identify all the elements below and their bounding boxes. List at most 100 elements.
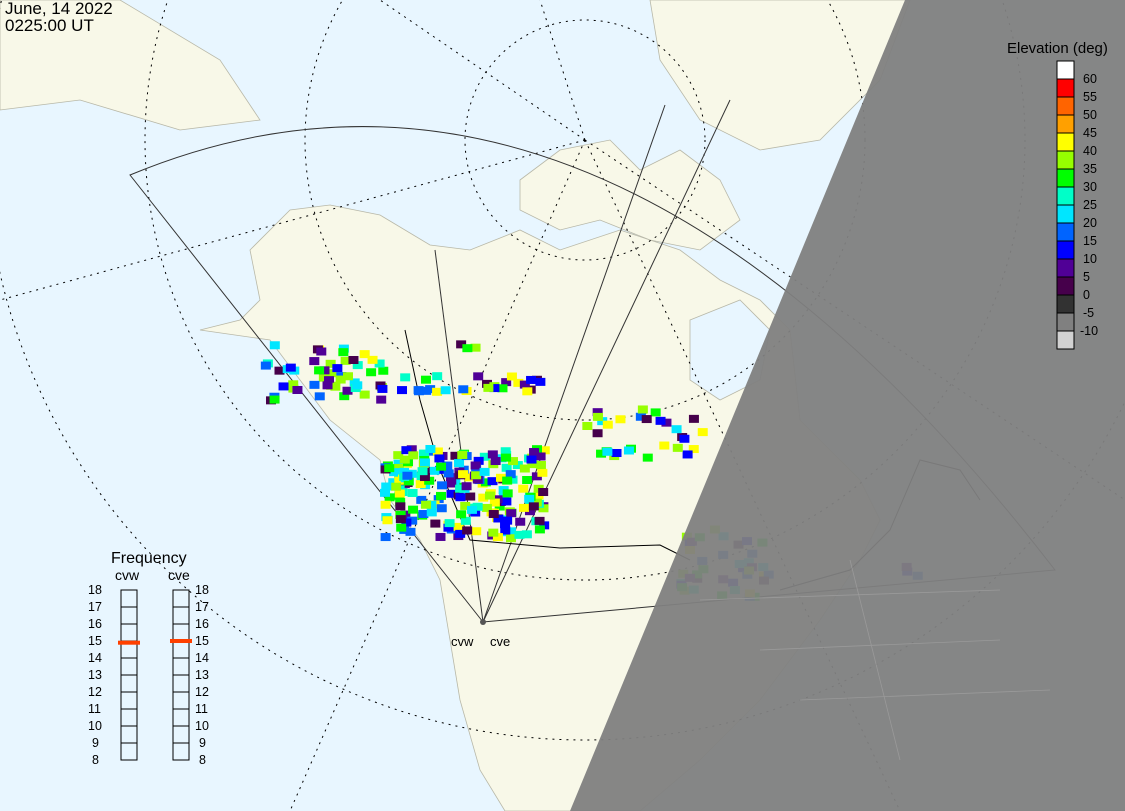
scatter-cell (432, 387, 443, 396)
colorbar-label: 10 (1083, 252, 1097, 266)
scatter-cell (489, 384, 500, 393)
scatter-cell (405, 527, 416, 536)
scatter-cell (488, 510, 499, 519)
scatter-cell (472, 502, 483, 511)
frequency-tick-left: 15 (88, 634, 102, 648)
colorbar-label: 20 (1083, 216, 1097, 230)
scatter-cell (488, 528, 499, 537)
colorbar-label: 40 (1083, 144, 1097, 158)
scatter-cell (506, 509, 517, 518)
night-borders (699, 559, 1051, 761)
frequency-tick-right: 17 (195, 600, 209, 614)
scatter-cell (682, 450, 693, 459)
scatter-cell (437, 481, 448, 490)
scatter-cell (592, 429, 603, 438)
scatter-cell (435, 491, 446, 500)
scatter-cell (462, 526, 473, 535)
freq-radar-label-cve: cve (168, 567, 190, 583)
scatter-cell (615, 415, 626, 424)
map-radar-label-cve: cve (490, 634, 511, 649)
colorbar-swatch (1056, 60, 1075, 80)
scatter-cell (418, 449, 429, 458)
scatter-cell (342, 386, 353, 395)
scatter-cell (471, 471, 482, 480)
frequency-title: Frequency (111, 550, 187, 567)
night-shading (570, 0, 1125, 811)
colorbar-swatch (1056, 240, 1075, 260)
frequency-tick-left: 8 (92, 753, 99, 767)
scatter-cell (429, 466, 440, 475)
scatter-cell (602, 420, 613, 429)
scatter-cell (502, 489, 513, 498)
scatter-cell (623, 446, 634, 455)
scatter-cell (592, 408, 603, 417)
scatter-cell (596, 449, 607, 458)
scatter-cell (400, 373, 411, 382)
scatter-cell (359, 350, 370, 359)
scatter-cell (478, 493, 489, 502)
scatter-cell (455, 529, 466, 538)
scatter-cell (325, 359, 336, 368)
scatter-cell (472, 475, 483, 484)
scatter-cell (521, 530, 532, 539)
scatter-cell (382, 516, 393, 525)
frequency-tick-left: 10 (88, 719, 102, 733)
scatter-cell (482, 379, 493, 388)
scatter-cell (390, 482, 401, 491)
scatter-cell (421, 386, 432, 395)
scatter-cell (454, 459, 465, 468)
scatter-cell (309, 357, 320, 366)
scatter-cell (602, 447, 613, 456)
scatter-cell (401, 518, 412, 527)
scatter-cell (395, 502, 406, 511)
scatter-cell (635, 412, 646, 421)
freq-radar-label-cvw: cvw (115, 567, 140, 583)
radar-site-marker (480, 619, 486, 625)
colorbar-label: 25 (1083, 198, 1097, 212)
scatter-cell (378, 366, 389, 375)
scatter-cell (393, 459, 404, 468)
scatter-cell (285, 363, 296, 372)
scatter-cell (471, 527, 482, 536)
scatter-cell (278, 382, 289, 391)
scatter-cell (419, 458, 430, 467)
scatter-cell (396, 523, 407, 532)
frequency-tick-left: 18 (88, 583, 102, 597)
time-label: 0225:00 UT (5, 16, 94, 35)
scatter-cell (442, 461, 453, 470)
scatter-cell (380, 533, 391, 542)
frequency-tick-right: 13 (195, 668, 209, 682)
scatter-cell (426, 508, 437, 517)
colorbar-swatch (1056, 114, 1075, 134)
frequency-tick-right: 11 (195, 702, 208, 716)
scatter-cell (399, 455, 410, 464)
scatter-cell (395, 498, 406, 507)
scatter-cell (534, 525, 545, 534)
scatter-cell (505, 470, 516, 479)
scatter-cell (500, 526, 511, 535)
scatter-cell (348, 356, 359, 365)
scatter-cell (505, 527, 516, 536)
scatter-cell (487, 477, 498, 486)
scatter-cell (413, 387, 424, 396)
colorbar-swatch (1056, 132, 1075, 152)
scatter-cell (381, 482, 392, 491)
scatter-cell (672, 443, 683, 452)
scatter-cell (679, 434, 690, 443)
scatter-cell (420, 375, 431, 384)
scatter-cell (327, 369, 338, 378)
scatter-cell (592, 412, 603, 421)
scatter-cell (432, 372, 443, 381)
scatter-cell (470, 343, 481, 352)
scatter-cell (535, 377, 546, 386)
scatter-cell (384, 464, 395, 473)
scatter-cell (415, 480, 426, 489)
scatter-cell (513, 378, 524, 387)
frequency-tick-right: 15 (195, 634, 209, 648)
scatter-cell (417, 467, 428, 476)
scatter-cell (611, 449, 622, 458)
scatter-cell (466, 505, 477, 514)
scatter-cell (269, 341, 280, 350)
scatter-cell (450, 451, 461, 460)
